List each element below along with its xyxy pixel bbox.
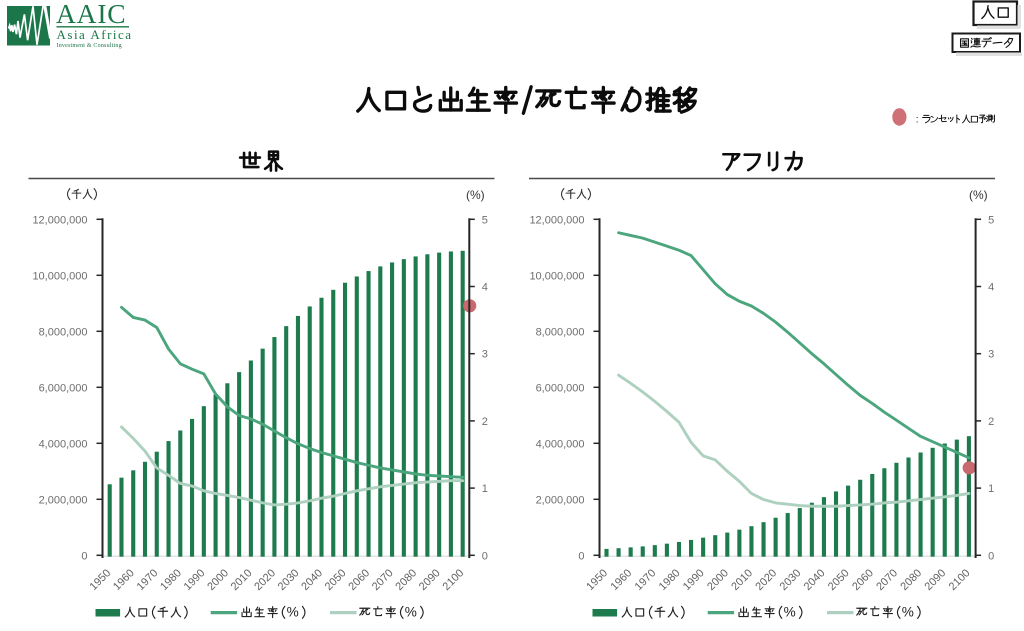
svg-text:4,000,000: 4,000,000 (39, 438, 88, 450)
svg-text:12,000,000: 12,000,000 (32, 214, 87, 226)
svg-text:3: 3 (482, 349, 488, 361)
svg-text:2: 2 (988, 416, 994, 428)
svg-text:4,000,000: 4,000,000 (536, 438, 585, 450)
svg-text:(%): (%) (969, 188, 988, 202)
svg-text:0: 0 (578, 550, 584, 562)
svg-text:%: % (405, 605, 417, 620)
svg-text:2,000,000: 2,000,000 (39, 494, 88, 506)
svg-text::: : (916, 114, 919, 125)
svg-text:1: 1 (988, 483, 994, 495)
svg-text:6,000,000: 6,000,000 (536, 382, 585, 394)
svg-text:0: 0 (81, 550, 87, 562)
svg-text:0: 0 (988, 550, 994, 562)
svg-text:8,000,000: 8,000,000 (536, 326, 585, 338)
svg-text:%: % (902, 605, 914, 620)
svg-text:0: 0 (482, 550, 488, 562)
svg-text:Asia Africa: Asia Africa (57, 27, 133, 42)
svg-text:2,000,000: 2,000,000 (536, 494, 585, 506)
svg-text:5: 5 (988, 214, 994, 226)
svg-text:5: 5 (482, 214, 488, 226)
svg-text:10,000,000: 10,000,000 (529, 270, 584, 282)
svg-text:6,000,000: 6,000,000 (39, 382, 88, 394)
svg-text:2: 2 (482, 416, 488, 428)
svg-text:4: 4 (988, 282, 994, 294)
svg-text:(%): (%) (466, 188, 485, 202)
svg-text:8,000,000: 8,000,000 (39, 326, 88, 338)
svg-text:Investment & Consulting: Investment & Consulting (57, 43, 122, 49)
svg-text:%: % (287, 605, 299, 620)
svg-text:3: 3 (988, 349, 994, 361)
svg-text:4: 4 (482, 282, 488, 294)
svg-text:12,000,000: 12,000,000 (529, 214, 584, 226)
svg-text:1: 1 (482, 483, 488, 495)
svg-text:%: % (784, 605, 796, 620)
svg-text:10,000,000: 10,000,000 (32, 270, 87, 282)
svg-text:AAIC: AAIC (56, 0, 126, 29)
